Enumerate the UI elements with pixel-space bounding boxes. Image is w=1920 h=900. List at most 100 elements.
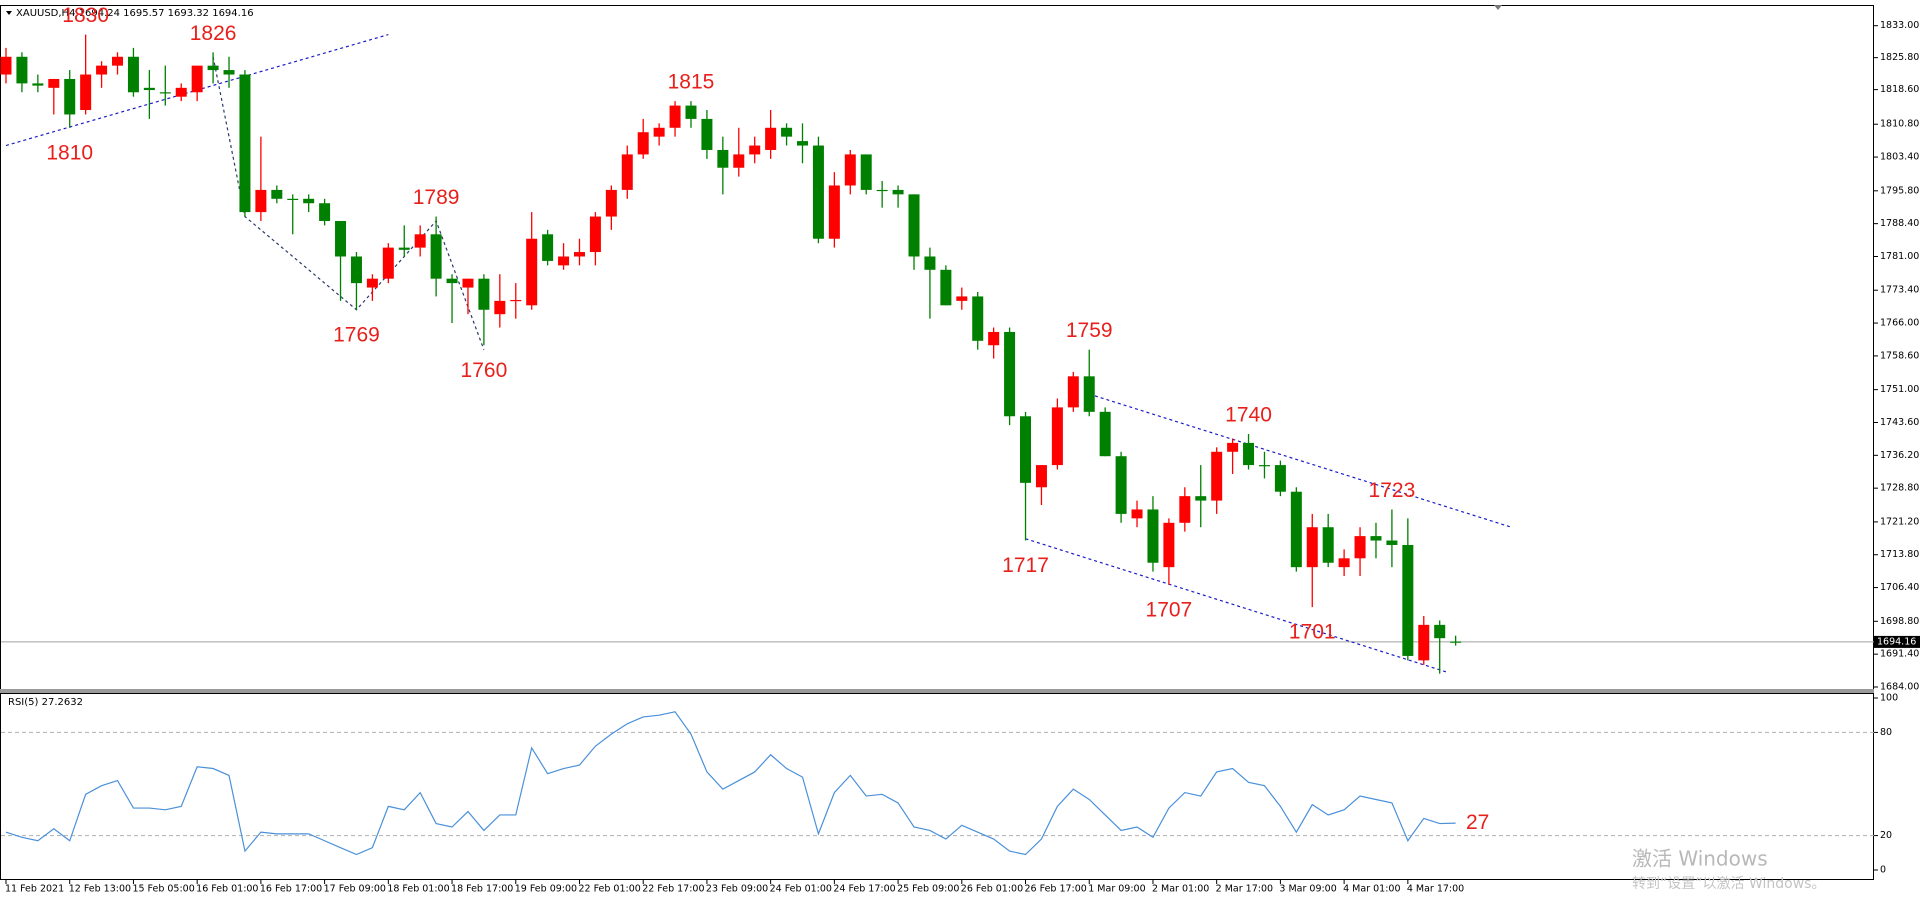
y-tick-label: 1758.60	[1880, 350, 1919, 361]
candle-body	[812, 145, 824, 239]
candle-body	[414, 234, 426, 248]
x-tick-label: 12 Feb 13:00	[69, 884, 131, 895]
price-annotation: 1701	[1289, 621, 1336, 644]
candle-body	[653, 127, 665, 137]
candle-body	[797, 141, 808, 146]
candle-body	[717, 149, 729, 168]
y-tick-label: 1713.80	[1880, 549, 1919, 560]
shift-marker	[1494, 5, 1502, 10]
candle-body	[1354, 536, 1366, 559]
price-annotation: 1789	[413, 186, 460, 209]
rsi-title: RSI(5) 27.2632	[8, 697, 83, 708]
candle-body	[1243, 442, 1255, 466]
y-tick-label: 1825.80	[1880, 52, 1919, 63]
x-tick-label: 23 Feb 09:00	[706, 884, 768, 895]
candle-body	[1386, 540, 1398, 545]
x-tick-label: 11 Feb 2021	[5, 884, 64, 895]
x-tick-label: 24 Feb 17:00	[833, 884, 895, 895]
candle-body	[64, 78, 76, 115]
rsi-annotation: 27	[1466, 811, 1489, 834]
candle-body	[1020, 416, 1032, 483]
candle-body	[1163, 522, 1175, 568]
candle-body	[1147, 509, 1159, 563]
candle-body	[191, 65, 203, 93]
price-annotation: 1826	[190, 22, 237, 45]
candle-body	[1402, 544, 1414, 656]
candle-body	[908, 194, 920, 257]
candle-body	[1115, 456, 1127, 514]
candle-body	[1051, 407, 1063, 466]
price-annotation: 1810	[46, 141, 93, 164]
candle-body	[526, 238, 538, 306]
price-annotation: 1723	[1369, 479, 1416, 502]
trend-line	[1025, 538, 1448, 673]
chart-title: XAUUSD,H4 1694.24 1695.57 1693.32 1694.1…	[16, 8, 254, 19]
y-tick-label: 1810.80	[1880, 119, 1919, 130]
candle-body	[303, 198, 315, 204]
candle-body	[1179, 496, 1191, 523]
candle-body	[1083, 376, 1095, 412]
candle-body	[430, 234, 442, 279]
candle-body	[1258, 465, 1270, 467]
candle-body	[446, 278, 458, 284]
x-tick-label: 2 Mar 17:00	[1216, 884, 1273, 895]
candle-body	[1418, 624, 1430, 661]
candle-body	[1434, 624, 1446, 639]
panel-separator	[0, 689, 1874, 693]
candle-body	[1099, 411, 1111, 457]
x-tick-label: 1 Mar 09:00	[1088, 884, 1145, 895]
candle-body	[32, 83, 44, 86]
y-tick-label: 1706.40	[1880, 582, 1919, 593]
watermark-title: 激活 Windows	[1632, 847, 1768, 871]
candle-body	[733, 154, 745, 168]
candle-body	[940, 269, 952, 306]
x-tick-label: 17 Feb 09:00	[324, 884, 386, 895]
price-annotation: 1717	[1002, 554, 1049, 577]
y-tick-label: 1743.60	[1880, 417, 1919, 428]
candle-body	[271, 189, 283, 199]
candle-body	[1195, 496, 1207, 501]
candle-body	[510, 299, 522, 302]
y-tick-label: 1818.60	[1880, 84, 1919, 95]
x-tick-label: 22 Feb 17:00	[642, 884, 704, 895]
candle-body	[988, 331, 1000, 346]
y-tick-label: 1803.40	[1880, 152, 1919, 163]
last-price-label: 1694.16	[1877, 636, 1916, 647]
candle-body	[175, 87, 187, 97]
y-tick-label: 1833.00	[1880, 20, 1919, 31]
x-tick-label: 3 Mar 09:00	[1279, 884, 1336, 895]
candle-body	[765, 127, 777, 150]
last-price-box	[1874, 635, 1920, 648]
x-tick-label: 24 Feb 01:00	[770, 884, 832, 895]
candle-body	[398, 247, 410, 250]
candle-body	[669, 105, 681, 128]
x-tick-label: 26 Feb 01:00	[961, 884, 1023, 895]
candle-body	[143, 87, 155, 91]
x-tick-label: 16 Feb 17:00	[260, 884, 322, 895]
price-annotation: 1740	[1225, 404, 1272, 427]
candle-body	[319, 203, 331, 221]
candle-body	[542, 234, 554, 261]
y-tick-label: 20	[1880, 830, 1892, 841]
candle-body	[1322, 527, 1334, 563]
candle-body	[478, 278, 490, 310]
candle-body	[1035, 465, 1047, 488]
candle-body	[573, 252, 585, 257]
price-annotation: 1707	[1146, 598, 1193, 621]
candle-body	[876, 189, 888, 192]
x-tick-label: 4 Mar 01:00	[1343, 884, 1400, 895]
candle-body	[462, 278, 474, 288]
x-tick-label: 25 Feb 09:00	[897, 884, 959, 895]
candle-body	[956, 296, 968, 301]
candle-body	[223, 70, 235, 75]
candle-body	[781, 127, 793, 137]
candle-body	[287, 198, 299, 200]
candle-body	[844, 154, 856, 186]
candle-body	[972, 296, 984, 341]
y-tick-label: 1795.80	[1880, 185, 1919, 196]
y-tick-label: 1766.00	[1880, 318, 1919, 329]
watermark-subtitle: 转到“设置”以激活 Windows。	[1632, 875, 1825, 892]
price-annotation: 1830	[62, 4, 109, 27]
candle-body	[255, 189, 267, 213]
